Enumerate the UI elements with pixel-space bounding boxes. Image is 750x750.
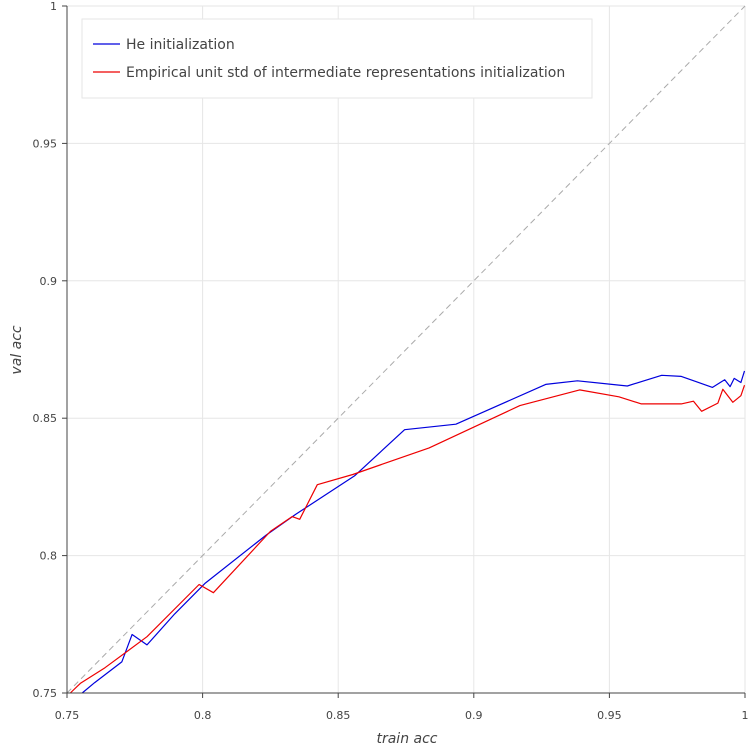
series-line-1 — [69, 385, 746, 694]
legend-label-he-initialization: He initialization — [126, 37, 235, 53]
legend-label-empirical-unit-std: Empirical unit std of intermediate repre… — [126, 65, 565, 81]
y-tick-label: 0.85 — [33, 412, 58, 425]
identity-reference-line — [66, 5, 746, 694]
y-axis-title: val acc — [9, 325, 25, 374]
y-axis-ticks: 0.75 0.8 0.85 0.9 0.95 1 — [33, 0, 67, 700]
x-axis-ticks: 0.75 0.8 0.85 0.9 0.95 1 — [55, 693, 749, 722]
x-axis-title: train acc — [376, 731, 437, 747]
y-tick-label: 0.75 — [33, 687, 58, 700]
series-lines — [69, 370, 746, 694]
legend: He initialization Empirical unit std of … — [81, 18, 593, 99]
y-tick-label: 1 — [50, 0, 57, 13]
grid-lines — [67, 5, 746, 693]
legend-box — [81, 18, 593, 99]
x-tick-label: 1 — [742, 709, 749, 722]
series-line-0 — [81, 370, 746, 694]
x-tick-label: 0.9 — [465, 709, 483, 722]
diagonal-reference-line — [66, 5, 746, 694]
y-tick-label: 0.9 — [40, 275, 58, 288]
x-tick-label: 0.95 — [597, 709, 622, 722]
x-tick-label: 0.85 — [326, 709, 351, 722]
axes — [66, 6, 745, 694]
x-tick-label: 0.75 — [55, 709, 80, 722]
y-tick-label: 0.8 — [40, 550, 58, 563]
x-tick-label: 0.8 — [194, 709, 212, 722]
y-tick-label: 0.95 — [33, 137, 58, 150]
